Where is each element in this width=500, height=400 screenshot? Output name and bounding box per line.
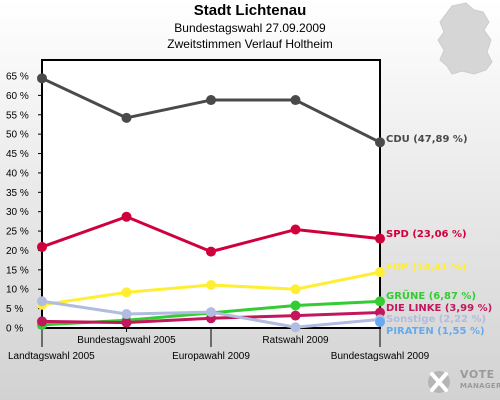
x-tick-label: Bundestagswahl 2005 xyxy=(77,335,176,346)
vote-manager-logo xyxy=(428,371,450,393)
data-point xyxy=(290,322,301,333)
data-point xyxy=(206,279,216,290)
y-tick-label: 40 % xyxy=(6,168,29,179)
y-tick-label: 65 % xyxy=(6,72,29,83)
y-tick-label: 10 % xyxy=(6,285,29,296)
y-tick-label: 15 % xyxy=(6,265,29,276)
data-point xyxy=(375,307,385,318)
series-label: FDP (14,41 %) xyxy=(386,262,466,273)
y-tick-label: 35 % xyxy=(6,188,29,199)
y-tick-label: 55 % xyxy=(6,110,29,121)
data-point xyxy=(121,287,132,298)
data-point xyxy=(290,224,301,235)
data-point xyxy=(375,316,385,327)
data-point xyxy=(121,211,132,222)
data-point xyxy=(206,95,216,106)
x-tick-label: Europawahl 2009 xyxy=(172,351,250,362)
data-point xyxy=(206,246,216,257)
data-point xyxy=(375,267,385,278)
data-point xyxy=(290,95,301,106)
x-tick-label: Ratswahl 2009 xyxy=(262,335,329,346)
data-point xyxy=(290,284,301,295)
series-label: SPD (23,06 %) xyxy=(386,229,467,240)
series-label: GRÜNE (6,87 %) xyxy=(386,288,476,302)
chart-title: Stadt Lichtenau xyxy=(193,2,307,19)
data-point xyxy=(375,296,385,307)
series-label: CDU (47,89 %) xyxy=(386,134,468,145)
series-label: DIE LINKE (3,99 %) xyxy=(386,303,492,314)
data-point xyxy=(290,300,301,311)
y-tick-label: 20 % xyxy=(6,246,29,257)
logo-text-manager: MANAGER xyxy=(460,382,500,390)
y-tick-label: 30 % xyxy=(6,207,29,218)
chart-subtitle-2: Zweitstimmen Verlauf Holtheim xyxy=(167,37,333,51)
y-tick-label: 45 % xyxy=(6,149,29,160)
data-point xyxy=(37,73,47,84)
y-tick-label: 5 % xyxy=(6,304,23,315)
data-point xyxy=(290,310,301,321)
chart-subtitle: Bundestagswahl 27.09.2009 xyxy=(174,21,326,35)
y-tick-label: 60 % xyxy=(6,91,29,102)
series-label: PIRATEN (1,55 %) xyxy=(386,326,485,337)
data-point xyxy=(121,309,132,320)
data-point xyxy=(37,241,47,252)
x-tick-label: Landtagswahl 2005 xyxy=(8,351,95,362)
data-point xyxy=(206,307,216,318)
series-label: Sonstige (2,22 %) xyxy=(386,314,486,325)
data-point xyxy=(37,296,47,307)
logo-text-vote: VOTE xyxy=(460,368,495,381)
y-tick-label: 0 % xyxy=(6,324,23,335)
data-point xyxy=(121,112,132,123)
data-point xyxy=(375,137,385,148)
y-tick-label: 25 % xyxy=(6,227,29,238)
data-point xyxy=(37,316,47,327)
data-point xyxy=(121,317,132,328)
x-tick-label: Bundestagswahl 2009 xyxy=(331,351,430,362)
data-point xyxy=(375,233,385,244)
germany-map-icon xyxy=(437,2,493,75)
y-tick-label: 50 % xyxy=(6,130,29,141)
